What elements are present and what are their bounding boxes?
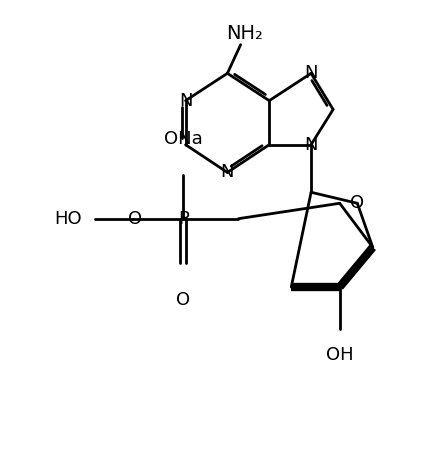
Text: ONa: ONa — [164, 131, 203, 148]
Text: NH₂: NH₂ — [227, 24, 264, 43]
Text: O: O — [176, 291, 190, 309]
Text: N: N — [304, 136, 318, 154]
Text: HO: HO — [54, 210, 82, 228]
Text: N: N — [221, 163, 234, 182]
Text: O: O — [128, 210, 142, 228]
Text: N: N — [179, 91, 192, 110]
Text: P: P — [178, 210, 189, 228]
Text: OH: OH — [326, 346, 354, 364]
Text: N: N — [304, 64, 318, 82]
Text: O: O — [350, 194, 364, 212]
